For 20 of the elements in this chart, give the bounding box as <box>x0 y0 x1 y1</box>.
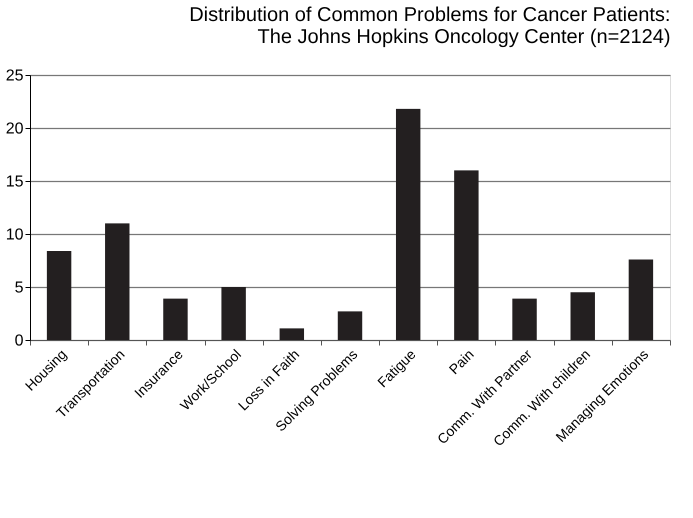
bar <box>46 250 72 340</box>
bar <box>628 259 654 340</box>
text: Distribution of Common Problems for Cancer Patients: <box>189 4 670 26</box>
y-tick-label: 0 <box>14 332 24 350</box>
text: The Johns Hopkins Oncology Center (n=2124) <box>257 26 670 48</box>
bar <box>338 311 362 340</box>
bar <box>163 298 188 340</box>
x-tick-label: Pain <box>446 346 477 378</box>
y-tick-label: 5 <box>14 280 24 296</box>
bar <box>570 292 595 340</box>
y-tick-label: 15 <box>6 174 24 190</box>
bar <box>396 108 420 340</box>
y-tick-label: 25 <box>6 68 24 84</box>
bar <box>454 170 479 340</box>
bar <box>280 328 304 340</box>
y-tick-label: 10 <box>6 226 24 244</box>
bar <box>105 223 130 340</box>
y-tick-label: 20 <box>6 120 24 138</box>
bar <box>512 298 537 340</box>
bar <box>221 287 246 340</box>
